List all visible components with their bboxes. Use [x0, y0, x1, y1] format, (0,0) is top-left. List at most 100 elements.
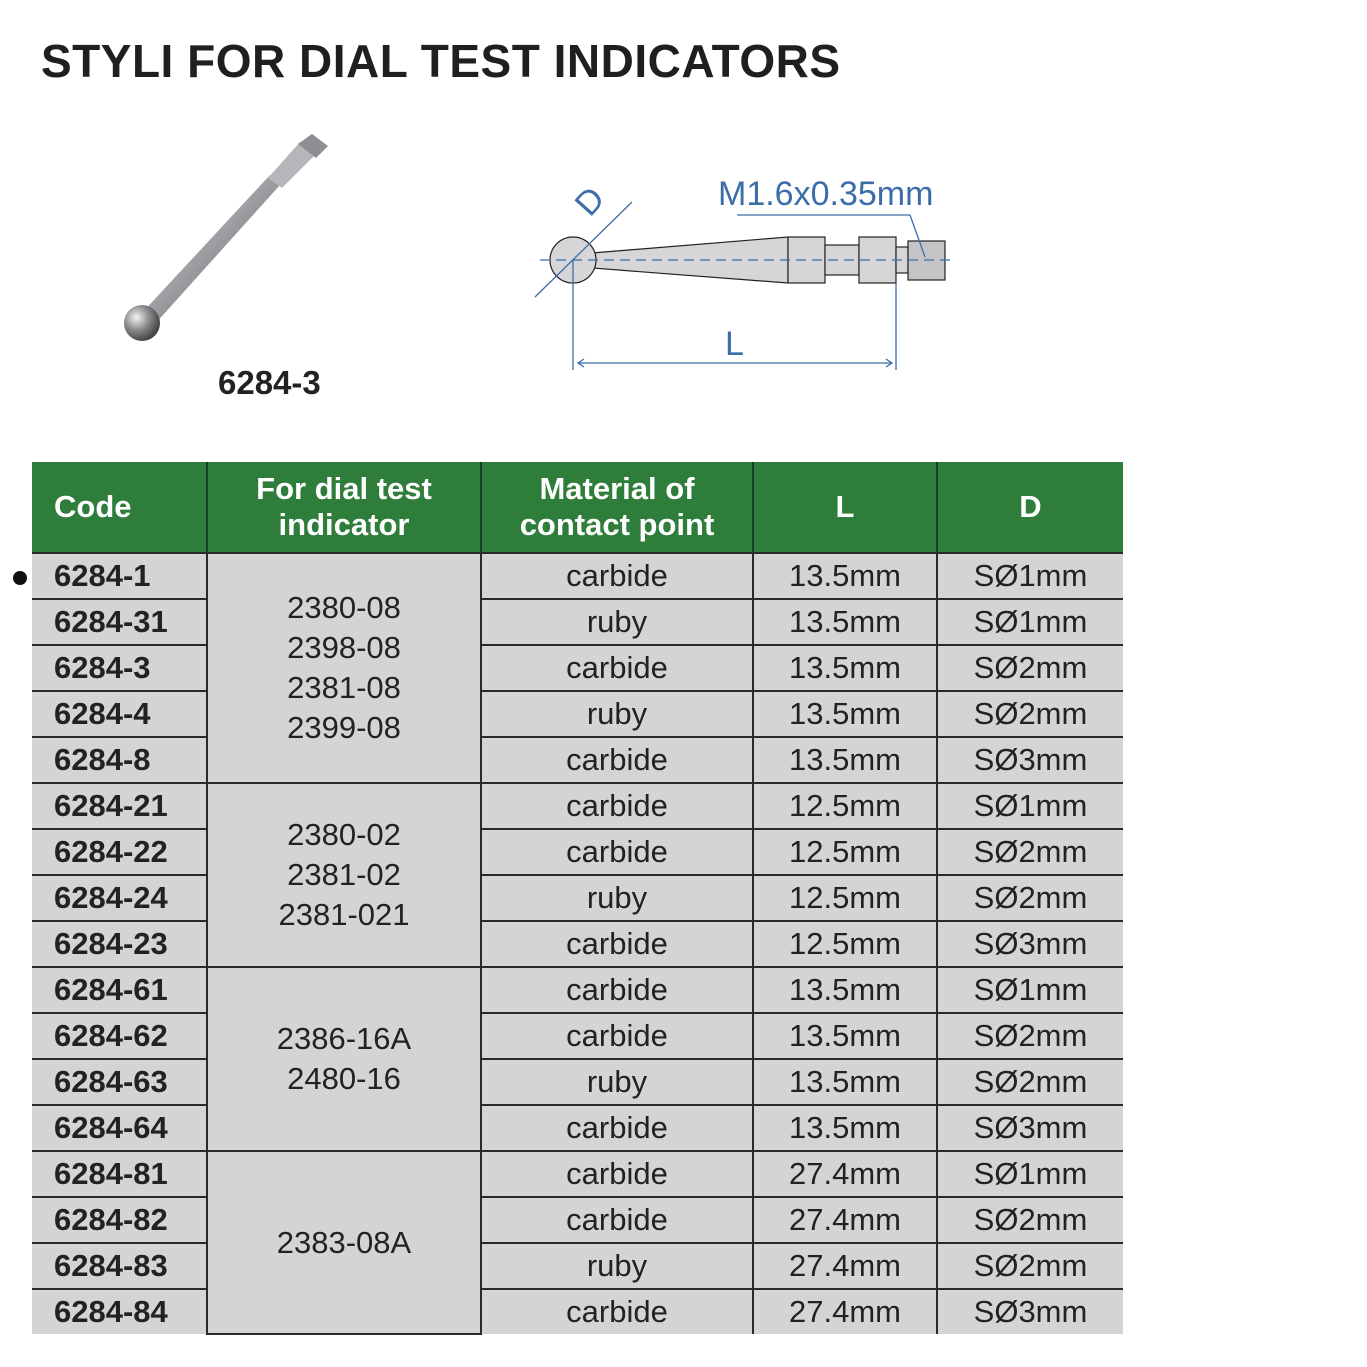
material-cell: carbide — [480, 1288, 754, 1334]
material-cell: carbide — [480, 644, 754, 692]
material-cell: carbide — [480, 1150, 754, 1198]
length-cell: 27.4mm — [752, 1288, 938, 1334]
diameter-cell: SØ3mm — [936, 920, 1123, 968]
material-cell: carbide — [480, 828, 754, 876]
length-cell: 13.5mm — [752, 644, 938, 692]
code-cell: 6284-4 — [32, 690, 208, 738]
material-cell: ruby — [480, 690, 754, 738]
material-cell: carbide — [480, 552, 754, 600]
table-row: 6284-3 carbide 13.5mm SØ2mm — [32, 644, 1123, 692]
header-l: L — [752, 462, 938, 553]
code-cell: 6284-63 — [32, 1058, 208, 1106]
table-row: 6284-83 ruby 27.4mm SØ2mm — [32, 1242, 1123, 1290]
diameter-cell: SØ2mm — [936, 828, 1123, 876]
header-material: Material of contact point — [480, 462, 754, 553]
indicator-cell: 2380-08 2398-08 2381-08 2399-08 — [206, 552, 482, 784]
diameter-cell: SØ1mm — [936, 782, 1123, 830]
length-cell: 13.5mm — [752, 1012, 938, 1060]
code-cell: 6284-62 — [32, 1012, 208, 1060]
diameter-label: D — [568, 180, 613, 224]
code-cell: 6284-81 — [32, 1150, 208, 1198]
length-cell: 13.5mm — [752, 552, 938, 600]
code-cell: 6284-21 — [32, 782, 208, 830]
table-row: 6284-23 carbide 12.5mm SØ3mm — [32, 920, 1123, 968]
material-cell: ruby — [480, 1242, 754, 1290]
diameter-cell: SØ2mm — [936, 1242, 1123, 1290]
indicator-cell: 2380-02 2381-02 2381-021 — [206, 782, 482, 968]
length-cell: 13.5mm — [752, 690, 938, 738]
indicator-model: 2380-02 — [287, 817, 401, 852]
diameter-cell: SØ3mm — [936, 1288, 1123, 1334]
material-cell: carbide — [480, 1104, 754, 1152]
length-cell: 12.5mm — [752, 874, 938, 922]
indicator-model: 2381-02 — [287, 857, 401, 892]
table-row: 6284-61 2386-16A 2480-16 carbide 13.5mm SØ1mm — [32, 966, 1123, 1152]
diameter-cell: SØ2mm — [936, 874, 1123, 922]
material-cell: carbide — [480, 966, 754, 1014]
styli-table: Code For dial test indicator Material of… — [32, 462, 1123, 1335]
header-indicator: For dial test indicator — [206, 462, 482, 553]
material-cell: carbide — [480, 1012, 754, 1060]
table-row: 6284-31 ruby 13.5mm SØ1mm — [32, 598, 1123, 646]
material-cell: carbide — [480, 920, 754, 968]
material-cell: ruby — [480, 874, 754, 922]
indicator-model: 2381-08 — [287, 670, 401, 705]
header-code: Code — [32, 462, 208, 553]
indicator-model: 2480-16 — [287, 1061, 401, 1096]
length-cell: 27.4mm — [752, 1242, 938, 1290]
stylus-dimension-diagram: M1.6x0.35mm D L — [534, 175, 955, 370]
code-cell: 6284-83 — [32, 1242, 208, 1290]
table-row: 6284-4 ruby 13.5mm SØ2mm — [32, 690, 1123, 738]
length-cell: 12.5mm — [752, 782, 938, 830]
indicator-model: 2383-08A — [276, 1224, 412, 1260]
material-cell: carbide — [480, 1196, 754, 1244]
code-cell: 6284-61 — [32, 966, 208, 1014]
table-body: 6284-1 2380-08 2398-08 2381-08 2399-08 carbid… — [32, 552, 1123, 1335]
code-cell: 6284-84 — [32, 1288, 208, 1334]
length-cell: 13.5mm — [752, 736, 938, 784]
diameter-cell: SØ2mm — [936, 1058, 1123, 1106]
diameter-cell: SØ1mm — [936, 1150, 1123, 1198]
diameter-cell: SØ3mm — [936, 736, 1123, 784]
indicator-model: 2386-16A — [276, 1021, 412, 1056]
code-cell: 6284-24 — [32, 874, 208, 922]
table-header-row: Code For dial test indicator Material of… — [32, 462, 1123, 553]
code-cell: 6284-23 — [32, 920, 208, 968]
table-row: 6284-64 carbide 13.5mm SØ3mm — [32, 1104, 1123, 1152]
table-row: 6284-22 carbide 12.5mm SØ2mm — [32, 828, 1123, 876]
material-cell: carbide — [480, 782, 754, 830]
length-cell: 13.5mm — [752, 966, 938, 1014]
stylus-photo — [124, 134, 328, 341]
material-cell: ruby — [480, 1058, 754, 1106]
code-cell: 6284-22 — [32, 828, 208, 876]
code-cell: 6284-1 — [32, 552, 208, 600]
diameter-cell: SØ1mm — [936, 552, 1123, 600]
photo-caption: 6284-3 — [218, 364, 321, 401]
material-cell: ruby — [480, 598, 754, 646]
length-label: L — [725, 325, 744, 363]
diameter-cell: SØ2mm — [936, 690, 1123, 738]
material-cell: carbide — [480, 736, 754, 784]
table-row: 6284-1 2380-08 2398-08 2381-08 2399-08 carbid… — [32, 552, 1123, 784]
diameter-cell: SØ2mm — [936, 1012, 1123, 1060]
indicator-model: 2399-08 — [287, 710, 401, 745]
table-row: 6284-84 carbide 27.4mm SØ3mm — [32, 1288, 1123, 1334]
length-cell: 13.5mm — [752, 1058, 938, 1106]
table-row: 6284-81 2383-08A carbide 27.4mm SØ1mm — [32, 1150, 1123, 1335]
code-cell: 6284-8 — [32, 736, 208, 784]
length-cell: 12.5mm — [752, 828, 938, 876]
indicator-cell: 2386-16A 2480-16 — [206, 966, 482, 1152]
page-title: STYLI FOR DIAL TEST INDICATORS — [41, 35, 841, 87]
length-cell: 12.5mm — [752, 920, 938, 968]
diameter-cell: SØ3mm — [936, 1104, 1123, 1152]
length-cell: 27.4mm — [752, 1196, 938, 1244]
table-row: 6284-63 ruby 13.5mm SØ2mm — [32, 1058, 1123, 1106]
code-cell: 6284-64 — [32, 1104, 208, 1152]
diameter-cell: SØ2mm — [936, 644, 1123, 692]
table-row: 6284-24 ruby 12.5mm SØ2mm — [32, 874, 1123, 922]
length-cell: 13.5mm — [752, 598, 938, 646]
bullet-marker — [13, 571, 27, 585]
indicator-model: 2398-08 — [287, 630, 401, 665]
indicator-cell: 2383-08A — [206, 1150, 482, 1335]
thread-size-label: M1.6x0.35mm — [718, 175, 933, 213]
